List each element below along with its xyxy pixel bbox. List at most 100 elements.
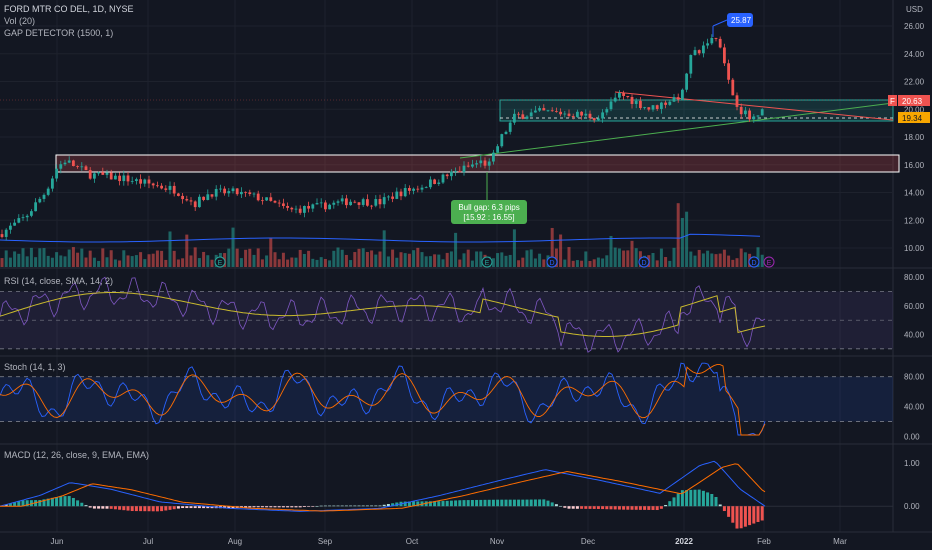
candle-body — [672, 97, 676, 102]
macd-histogram-bar — [580, 506, 584, 509]
macd-histogram-bar — [428, 501, 432, 507]
candle-body — [244, 191, 247, 193]
volume-bar — [134, 255, 138, 267]
volume-bar — [227, 248, 231, 267]
macd-histogram-bar — [290, 506, 294, 508]
candle-body — [479, 160, 483, 164]
volume-bar — [105, 257, 109, 267]
volume-bar — [202, 251, 206, 267]
volume-bar — [731, 259, 735, 267]
macd-histogram-bar — [525, 499, 529, 507]
candle-body — [588, 113, 592, 119]
candle-body — [496, 146, 499, 153]
rsi-legend[interactable]: RSI (14, close, SMA, 14, 2) — [4, 276, 113, 286]
candle-body — [382, 197, 386, 205]
macd-histogram-bar — [344, 505, 348, 507]
volume-bar — [727, 255, 731, 267]
candle-body — [298, 208, 302, 213]
macd-histogram-bar — [176, 506, 180, 509]
macd-histogram-bar — [13, 502, 17, 507]
macd-histogram-bar — [718, 504, 722, 507]
time-axis[interactable]: Jun Jul Aug Sep Oct Nov Dec 2022 Feb Mar — [51, 537, 848, 546]
macd-histogram-bar — [437, 501, 441, 507]
macd-histogram-bar — [311, 506, 315, 507]
gap-detector-legend[interactable]: GAP DETECTOR (1500, 1) — [4, 28, 113, 38]
candle-body — [420, 187, 424, 190]
candle-body — [500, 134, 504, 147]
candle-body — [315, 203, 319, 205]
macd-histogram-bar — [294, 506, 298, 508]
volume-bar — [260, 259, 264, 267]
volume-bar — [655, 260, 659, 267]
macd-histogram-bar — [659, 506, 663, 509]
macd-histogram-bar — [638, 506, 642, 510]
candle-body — [21, 217, 25, 219]
volume-bar — [525, 250, 529, 267]
candle-body — [592, 118, 596, 121]
macd-histogram-bar — [475, 499, 479, 507]
volume-bar — [445, 252, 449, 267]
price-axis[interactable]: 26.00 24.00 22.00 20.00 18.00 16.00 14.00 12.00… — [904, 22, 925, 253]
volume-bar — [403, 253, 407, 267]
bull-gap-label-line1: Bull gap: 6.3 pips — [458, 203, 519, 212]
candle-body — [634, 100, 638, 104]
candle-body — [550, 110, 554, 112]
candle-body — [160, 185, 163, 189]
stoch-legend[interactable]: Stoch (14, 1, 3) — [4, 362, 66, 372]
volume-bar — [97, 260, 101, 267]
price-tick-label: 20.00 — [904, 105, 925, 114]
volume-bar — [4, 250, 8, 267]
macd-histogram-bar — [71, 497, 75, 507]
candle-body — [147, 179, 151, 184]
macd-histogram-bar — [185, 506, 189, 509]
dividend-marker-icon — [748, 256, 760, 268]
trendline-red — [614, 91, 894, 121]
macd-histogram-bar — [727, 506, 731, 517]
volume-bar — [189, 255, 193, 267]
volume-bar — [538, 253, 542, 267]
volume-bar — [281, 252, 285, 267]
volume-bar — [80, 248, 84, 267]
macd-legend[interactable]: MACD (12, 26, close, 9, EMA, EMA) — [4, 450, 149, 460]
volume-bar — [311, 258, 315, 267]
macd-histogram-bar — [714, 496, 718, 507]
candle-body — [437, 182, 441, 184]
volume-bar — [676, 203, 680, 267]
macd-histogram-bar — [260, 506, 264, 508]
volume-legend[interactable]: Vol (20) — [4, 16, 35, 26]
macd-histogram-bar — [277, 506, 281, 508]
symbol-title: FORD MTR CO DEL, 1D, NYSE — [4, 4, 134, 14]
macd-histogram-bar — [189, 506, 193, 509]
volume-bar — [613, 247, 617, 267]
candle-body — [483, 160, 487, 166]
rsi-tick-label: 80.00 — [904, 273, 925, 282]
candle-body — [529, 112, 533, 117]
candle-body — [93, 173, 96, 179]
volume-bar — [25, 256, 29, 267]
macd-histogram-bar — [722, 506, 726, 512]
macd-histogram-bar — [38, 500, 42, 507]
macd-histogram-bar — [46, 498, 50, 507]
last-price-flag-bg — [888, 95, 897, 106]
macd-histogram-bar — [151, 506, 155, 512]
stoch-tick-label: 40.00 — [904, 403, 925, 412]
candle-body — [429, 179, 432, 188]
volume-bar — [433, 254, 437, 267]
volume-bar — [710, 253, 714, 267]
macd-histogram-bar — [701, 490, 705, 507]
candle-body — [706, 43, 709, 46]
candle-body — [130, 181, 134, 182]
macd-histogram-bar — [500, 499, 504, 507]
candle-body — [265, 197, 268, 201]
candle-body — [227, 191, 231, 194]
volume-bar — [659, 248, 663, 267]
volume-bar — [13, 251, 17, 267]
volume-bar — [563, 259, 567, 267]
candle-body — [282, 203, 285, 207]
candle-body — [466, 165, 470, 167]
candle-body — [676, 97, 680, 100]
bull-gap-label-bg — [451, 200, 527, 224]
candle-body — [605, 109, 609, 113]
